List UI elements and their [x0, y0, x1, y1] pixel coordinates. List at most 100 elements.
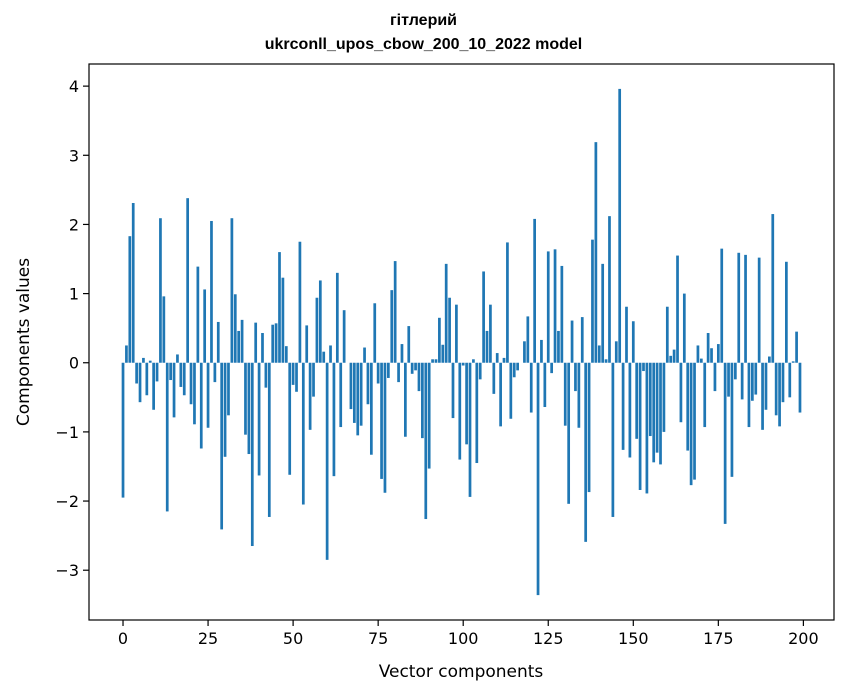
bar-188 [761, 362, 764, 430]
bar-116 [516, 362, 519, 371]
bar-195 [785, 261, 788, 363]
bar-179 [730, 362, 734, 477]
bar-191 [771, 214, 775, 363]
bar-138 [591, 239, 594, 363]
bar-161 [669, 355, 673, 363]
bar-32 [230, 218, 234, 363]
bar-109 [492, 362, 496, 394]
bar-124 [543, 362, 547, 408]
y-tick-label: −1 [55, 423, 79, 442]
bar-68 [352, 362, 356, 423]
bar-100 [461, 362, 465, 366]
bar-110 [495, 353, 499, 363]
bar-44 [271, 324, 275, 363]
bar-6 [142, 357, 145, 363]
bar-123 [540, 339, 543, 363]
bar-57 [315, 297, 319, 363]
bar-198 [795, 331, 798, 363]
bar-153 [642, 362, 645, 372]
bar-101 [465, 362, 468, 445]
bar-46 [278, 252, 281, 363]
bar-132 [570, 320, 574, 363]
bar-38 [250, 362, 254, 547]
bar-61 [329, 345, 332, 363]
y-axis-label: Components values [14, 258, 34, 426]
bar-40 [257, 362, 261, 476]
bar-49 [288, 362, 292, 475]
bar-190 [768, 356, 771, 363]
bar-73 [369, 362, 373, 455]
bar-67 [349, 362, 353, 410]
bar-147 [621, 362, 625, 450]
bars-group [121, 88, 802, 596]
bar-30 [223, 362, 227, 457]
bar-129 [560, 265, 564, 363]
bar-72 [366, 362, 370, 405]
bar-55 [308, 362, 312, 430]
bar-193 [778, 362, 781, 427]
bar-174 [713, 362, 717, 392]
x-tick-label: 50 [283, 629, 303, 648]
bar-62 [332, 362, 336, 477]
bar-113 [506, 242, 509, 363]
bar-89 [424, 362, 428, 520]
bar-115 [512, 362, 516, 378]
bar-11 [159, 218, 162, 363]
bar-43 [267, 362, 271, 517]
x-tick-label: 25 [198, 629, 218, 648]
bar-8 [148, 360, 152, 363]
bar-97 [451, 362, 455, 419]
bar-143 [608, 216, 611, 363]
bar-39 [254, 322, 258, 363]
bar-80 [393, 261, 397, 363]
bar-58 [318, 280, 322, 363]
bar-10 [155, 362, 159, 382]
x-tick-label: 200 [788, 629, 819, 648]
bar-24 [203, 289, 207, 363]
y-tick-label: 1 [69, 285, 79, 304]
bar-21 [193, 362, 196, 425]
y-tick-label: −3 [55, 561, 79, 580]
bar-54 [305, 325, 309, 363]
bar-102 [468, 362, 472, 497]
x-axis-label: Vector components [379, 662, 544, 682]
chart-title-line-2: ukrconll_upos_cbow_200_10_2022 model [264, 36, 583, 53]
bar-152 [638, 362, 642, 490]
bar-86 [414, 362, 417, 371]
bar-64 [339, 362, 343, 428]
bar-31 [227, 362, 230, 416]
bar-9 [152, 362, 155, 410]
bar-70 [359, 362, 363, 426]
bar-25 [206, 362, 210, 428]
bar-180 [733, 362, 737, 380]
bar-33 [233, 294, 237, 363]
x-tick-label: 0 [118, 629, 128, 648]
y-tick-label: 3 [69, 146, 79, 165]
bar-50 [291, 362, 295, 385]
bar-181 [737, 252, 741, 363]
bar-48 [284, 346, 288, 363]
x-axis-ticks: 0 25 50 75 100 125 150 175 200 [118, 620, 819, 648]
bar-121 [533, 218, 536, 363]
bar-105 [478, 362, 482, 380]
bar-155 [648, 362, 652, 437]
bar-81 [397, 362, 400, 383]
x-tick-label: 150 [618, 629, 649, 648]
bar-12 [162, 296, 166, 363]
bar-139 [594, 142, 598, 363]
bar-22 [196, 266, 200, 363]
bar-165 [682, 293, 686, 363]
bar-140 [597, 345, 601, 363]
bar-98 [455, 304, 458, 363]
bar-74 [373, 303, 377, 363]
bar-120 [529, 362, 533, 413]
bar-14 [169, 362, 172, 381]
x-tick-label: 125 [533, 629, 564, 648]
bar-87 [417, 362, 421, 392]
bar-167 [689, 362, 693, 486]
bar-92 [434, 359, 438, 363]
bar-51 [295, 362, 298, 392]
bar-36 [244, 362, 247, 435]
bar-95 [444, 263, 448, 363]
